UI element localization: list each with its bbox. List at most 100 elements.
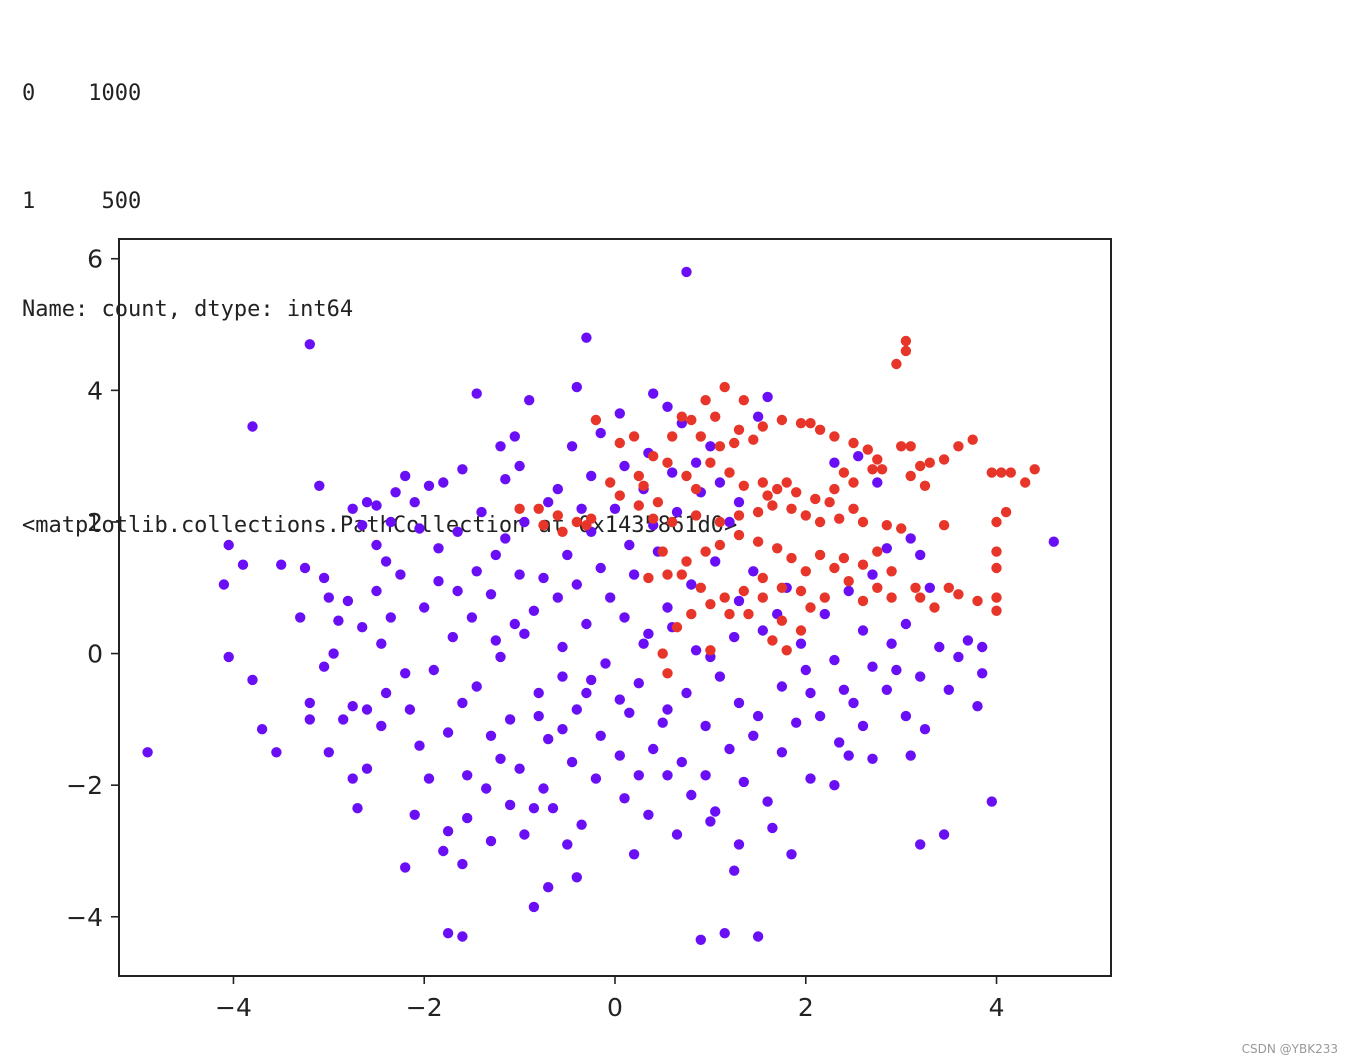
scatter-point-class-1: [986, 467, 997, 478]
scatter-point-class-1: [767, 500, 778, 511]
scatter-point-class-0: [671, 506, 683, 518]
scatter-point-class-1: [605, 477, 616, 488]
scatter-point-class-0: [318, 572, 330, 584]
scatter-point-class-0: [385, 612, 396, 623]
scatter-point-class-0: [719, 928, 730, 939]
scatter-point-class-0: [738, 776, 749, 788]
scatter-point-class-1: [772, 483, 783, 495]
scatter-point-class-0: [495, 441, 506, 452]
scatter-point-class-0: [223, 651, 234, 663]
scatter-point-class-0: [452, 526, 463, 537]
scatter-point-class-0: [347, 503, 358, 514]
scatter-point-class-1: [552, 510, 563, 521]
scatter-point-class-0: [648, 743, 659, 755]
scatter-point-class-0: [733, 497, 745, 508]
scatter-point-class-1: [953, 441, 964, 452]
scatter-point-class-0: [834, 737, 845, 748]
scatter-point-class-0: [528, 605, 540, 616]
scatter-point-class-1: [557, 526, 568, 537]
scatter-point-class-0: [519, 516, 530, 528]
y-tick-label: 0: [87, 640, 103, 669]
scatter-point-class-0: [690, 457, 702, 468]
scatter-point-class-0: [557, 671, 568, 682]
scatter-point-class-0: [409, 809, 420, 820]
scatter-point-class-0: [528, 901, 540, 913]
scatter-point-class-0: [361, 704, 373, 715]
scatter-point-class-1: [757, 592, 768, 603]
scatter-point-class-1: [786, 503, 797, 514]
scatter-point-class-1: [681, 556, 692, 567]
scatter-point-class-0: [681, 687, 692, 699]
scatter-point-class-0: [414, 740, 425, 751]
scatter-point-class-1: [729, 437, 740, 449]
scatter-point-class-1: [938, 520, 950, 531]
scatter-point-class-0: [361, 497, 373, 508]
scatter-point-class-1: [738, 395, 749, 406]
scatter-point-class-0: [471, 388, 482, 399]
scatter-point-class-1: [881, 520, 892, 531]
scatter-point-class-0: [485, 835, 497, 847]
scatter-point-class-0: [805, 687, 816, 699]
scatter-point-class-0: [218, 579, 230, 590]
scatter-point-class-0: [829, 654, 840, 666]
scatter-point-class-1: [919, 480, 931, 491]
scatter-point-class-0: [414, 523, 425, 534]
y-tick-label: −4: [66, 903, 103, 932]
scatter-point-class-0: [333, 615, 344, 626]
scatter-point-class-0: [347, 701, 358, 712]
scatter-point-class-1: [800, 510, 811, 521]
scatter-point-class-0: [395, 569, 406, 580]
scatter-point-class-0: [514, 569, 525, 580]
scatter-point-class-1: [571, 516, 582, 528]
scatter-point-class-1: [872, 454, 883, 465]
scatter-point-class-0: [843, 585, 854, 597]
scatter-point-class-0: [676, 756, 687, 768]
scatter-point-class-1: [857, 559, 869, 570]
scatter-point-class-1: [834, 513, 845, 524]
scatter-point-class-1: [533, 503, 544, 514]
scatter-point-class-1: [757, 572, 768, 584]
scatter-point-class-0: [299, 562, 311, 574]
scatter-point-class-0: [729, 865, 740, 876]
scatter-point-class-1: [938, 454, 950, 465]
scatter-point-class-1: [781, 477, 792, 488]
scatter-point-class-0: [500, 533, 511, 544]
x-tick-label: 0: [607, 993, 623, 1022]
scatter-point-class-1: [738, 585, 749, 597]
scatter-point-class-0: [390, 487, 401, 498]
scatter-point-class-1: [781, 645, 792, 656]
scatter-point-class-0: [648, 388, 659, 399]
scatter-point-class-0: [977, 668, 988, 679]
scatter-point-class-1: [633, 470, 644, 482]
scatter-point-class-0: [986, 796, 997, 807]
scatter-point-class-0: [872, 477, 883, 488]
scatter-point-class-0: [547, 803, 559, 814]
scatter-point-class-0: [915, 549, 926, 561]
scatter-point-class-0: [710, 556, 721, 567]
scatter-point-class-0: [633, 770, 644, 781]
scatter-point-class-0: [767, 822, 778, 834]
scatter-point-class-0: [533, 710, 544, 722]
scatter-point-class-0: [681, 266, 692, 278]
scatter-point-class-1: [638, 480, 649, 491]
scatter-point-class-1: [633, 500, 644, 511]
scatter-point-class-1: [695, 582, 706, 593]
scatter-point-class-0: [643, 809, 654, 820]
scatter-point-class-1: [581, 520, 592, 531]
scatter-point-class-1: [805, 418, 816, 429]
scatter-point-class-1: [991, 605, 1002, 616]
scatter-point-class-0: [528, 803, 540, 814]
scatter-point-class-1: [648, 451, 659, 462]
scatter-point-class-1: [910, 582, 921, 593]
scatter-point-class-1: [724, 608, 735, 620]
scatter-point-class-0: [338, 714, 349, 725]
scatter-point-class-1: [814, 424, 826, 435]
scatter-point-class-0: [733, 697, 745, 709]
scatter-point-class-1: [714, 516, 726, 528]
scatter-point-class-0: [247, 674, 258, 686]
scatter-point-class-0: [733, 595, 745, 607]
scatter-point-class-0: [586, 470, 597, 482]
scatter-point-class-0: [595, 427, 606, 439]
scatter-point-class-0: [805, 773, 816, 784]
scatter-point-class-1: [700, 546, 711, 557]
